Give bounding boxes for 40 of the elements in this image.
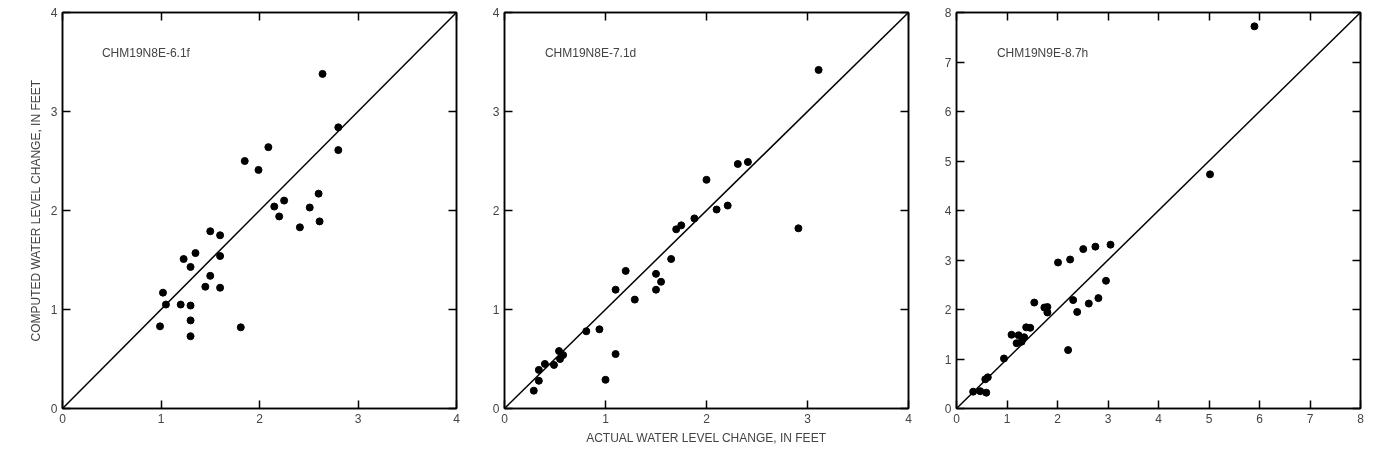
- y-tick-label: 1: [492, 303, 500, 317]
- x-tick-label: 3: [804, 411, 812, 426]
- x-tick-label: 1: [602, 411, 610, 426]
- x-tick-label: 3: [354, 411, 362, 426]
- y-tick-label: 0: [50, 402, 58, 416]
- y-tick-label: 3: [944, 253, 952, 268]
- x-tick-label: 5: [1205, 411, 1213, 426]
- y-tick-label: 1: [50, 303, 58, 317]
- y-tick-label: 3: [492, 105, 500, 119]
- x-tick-label: 3: [1104, 411, 1112, 426]
- y-tick-label: 3: [50, 105, 58, 119]
- y-tick-label: 7: [944, 55, 952, 70]
- y-tick-label: 4: [944, 204, 952, 218]
- x-tick-label: 4: [1155, 411, 1163, 426]
- y-tick-label: 4: [492, 6, 500, 20]
- x-tick-label: 4: [453, 411, 461, 426]
- y-tick-label: 1: [944, 352, 952, 367]
- x-tick-label: 4: [905, 411, 913, 426]
- y-tick-label: 2: [492, 204, 500, 218]
- y-tick-label: 0: [492, 402, 500, 416]
- x-tick-label: 6: [1256, 411, 1264, 426]
- annotation: CHM19N8E-7.1d: [544, 46, 637, 61]
- y-tick-label: 0: [944, 402, 952, 416]
- x-tick-label: 1: [157, 411, 165, 426]
- annotation: CHM19N9E-8.7h: [996, 46, 1089, 61]
- x-tick-label: 8: [1357, 411, 1365, 426]
- x-tick-label: 2: [703, 411, 711, 426]
- annotation: CHM19N8E-6.1f: [101, 46, 191, 61]
- y-tick-label: 8: [944, 6, 952, 20]
- x-tick-label: 1: [1003, 411, 1011, 426]
- x-tick-label: 2: [1054, 411, 1062, 426]
- y-tick-label: 6: [944, 105, 952, 119]
- x-axis-title: ACTUAL WATER LEVEL CHANGE, IN FEET: [586, 430, 827, 445]
- y-axis-title: COMPUTED WATER LEVEL CHANGE, IN FEET: [28, 79, 43, 342]
- y-tick-label: 5: [944, 154, 952, 169]
- x-tick-label: 7: [1306, 411, 1314, 426]
- y-tick-label: 2: [944, 303, 952, 317]
- y-tick-label: 2: [50, 204, 58, 218]
- x-tick-label: 2: [256, 411, 264, 426]
- y-tick-label: 4: [50, 6, 58, 20]
